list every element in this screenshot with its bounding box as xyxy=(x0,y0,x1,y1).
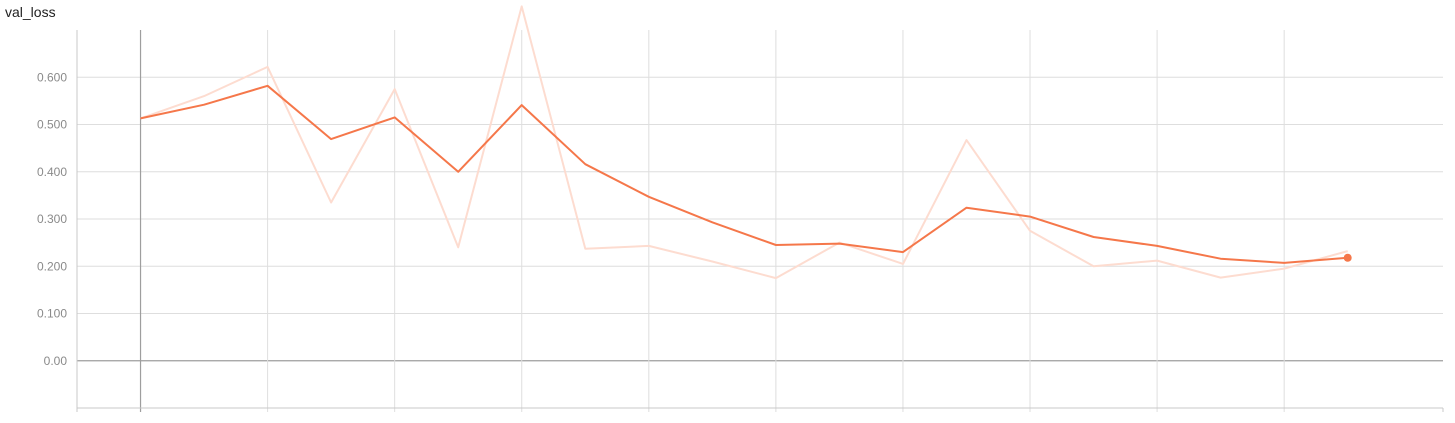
y-tick-label: 0.400 xyxy=(37,165,67,179)
y-tick-label: 0.500 xyxy=(37,118,67,132)
y-tick-label: 0.00 xyxy=(44,354,68,368)
y-tick-label: 0.600 xyxy=(37,70,67,84)
last-point-marker xyxy=(1343,253,1352,262)
y-tick-label: 0.200 xyxy=(37,259,67,273)
y-tick-label: 0.100 xyxy=(37,307,67,321)
smoothed-series-line xyxy=(140,84,1348,264)
y-tick-labels: 0.600 0.500 0.400 0.300 0.200 0.100 0.00 xyxy=(37,70,67,368)
x-gridlines xyxy=(139,30,1285,412)
series-lines xyxy=(140,5,1352,280)
axes xyxy=(76,30,1444,412)
y-gridlines xyxy=(77,76,1443,362)
y-tick-label: 0.300 xyxy=(37,212,67,226)
raw-series-line xyxy=(140,5,1348,280)
chart-title: val_loss xyxy=(5,4,56,20)
